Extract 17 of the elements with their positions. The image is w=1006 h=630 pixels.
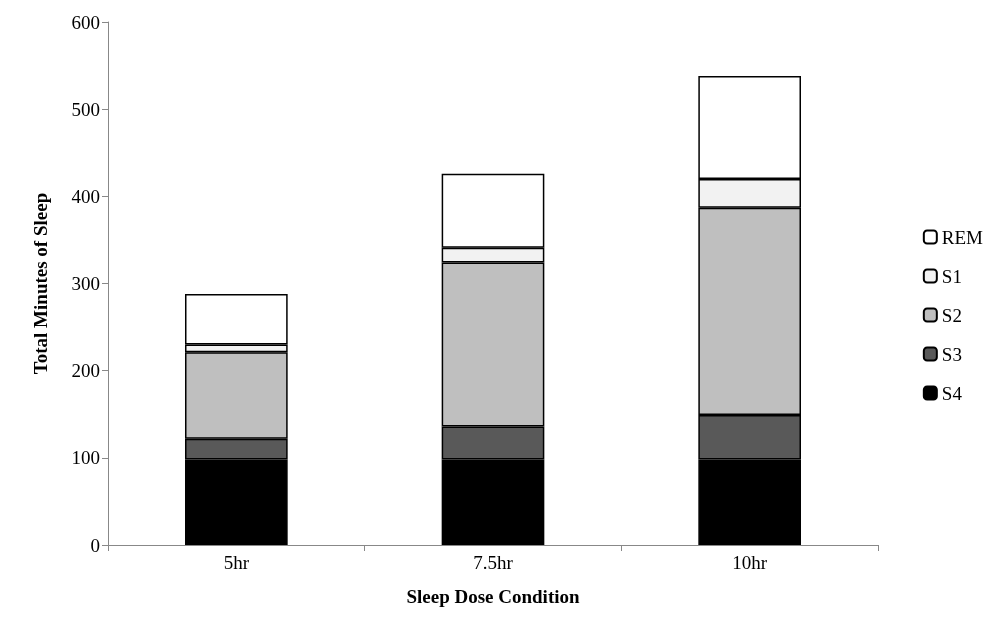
y-axis-title: Total Minutes of Sleep <box>30 192 51 375</box>
y-tick-label: 400 <box>71 185 100 207</box>
legend-label: S1 <box>941 265 962 287</box>
y-tick-label: 200 <box>71 360 100 382</box>
x-tick-label: 7.5hr <box>473 552 514 573</box>
x-tick-label: 10hr <box>732 552 768 573</box>
y-tick-label: 100 <box>71 447 100 469</box>
legend-label: S3 <box>941 343 962 365</box>
x-axis-title: Sleep Dose Condition <box>406 586 580 607</box>
legend-label: S2 <box>941 304 962 326</box>
y-tick-label: 0 <box>90 534 100 556</box>
legend-label: S4 <box>941 382 963 404</box>
y-tick-label: 300 <box>71 273 100 294</box>
legend-label: REM <box>941 226 984 248</box>
x-tick-label: 5hr <box>223 552 250 573</box>
y-tick-label: 600 <box>71 11 100 33</box>
y-tick-label: 500 <box>71 98 100 120</box>
